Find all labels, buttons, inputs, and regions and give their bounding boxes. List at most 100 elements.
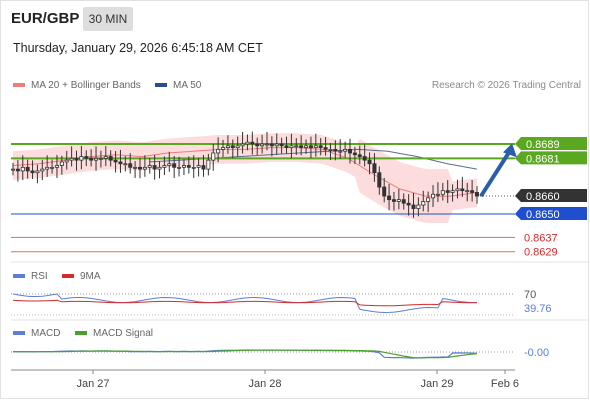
candle-body — [357, 154, 362, 157]
candle-body — [113, 159, 118, 163]
timeframe-badge[interactable]: 30 MIN — [83, 7, 133, 31]
ma20-line — [12, 147, 478, 197]
candle-body — [294, 145, 299, 148]
legend-ma50-label: MA 50 — [173, 80, 202, 91]
candle-body — [304, 145, 309, 148]
candle-body — [45, 166, 50, 170]
pivot-label: 0.8650 — [526, 209, 560, 221]
support-label: 0.8629 — [524, 247, 558, 259]
candle-body — [284, 145, 289, 148]
candle-body — [406, 202, 411, 206]
candle-body — [460, 188, 465, 192]
candle-body — [299, 145, 304, 148]
candle-body — [128, 163, 133, 168]
candle-body — [445, 190, 450, 193]
candle-body — [103, 156, 108, 159]
forecast-arrow-head — [503, 143, 517, 158]
candle-body — [396, 199, 401, 202]
pivot-tag — [515, 207, 587, 220]
candle-body — [181, 165, 186, 168]
legend-ma50-swatch — [155, 83, 167, 88]
candle-body — [465, 190, 470, 193]
candle-body — [79, 156, 84, 161]
candle-body — [147, 165, 152, 168]
candle-body — [352, 152, 357, 156]
candle-body — [186, 165, 191, 168]
candle-body — [69, 157, 74, 161]
legend-macd-signal-swatch — [75, 331, 87, 336]
candle-body — [367, 159, 372, 165]
candle-body — [250, 141, 255, 145]
bollinger-band — [13, 133, 477, 223]
candle-body — [20, 166, 25, 172]
candle-body — [455, 188, 460, 192]
candle-body — [431, 193, 436, 199]
candle-body — [211, 152, 216, 161]
candle-body — [382, 186, 387, 197]
candle-body — [391, 199, 396, 202]
legend-rsi-ma-label: 9MA — [80, 271, 101, 282]
candle-body — [333, 148, 338, 152]
candle-body — [308, 145, 313, 148]
candle-body — [172, 163, 177, 168]
candle-body — [54, 165, 59, 168]
candle-body — [74, 157, 79, 161]
macd-signal-line — [13, 349, 478, 359]
candle-body — [177, 166, 182, 169]
candle-body — [108, 156, 113, 161]
candle-body — [167, 163, 172, 166]
candle-body — [157, 166, 162, 170]
legend-macd-signal: MACD Signal — [75, 328, 153, 339]
legend-rsi-label: RSI — [31, 271, 48, 282]
candle-body — [411, 204, 416, 210]
legend-ma20-label: MA 20 + Bollinger Bands — [31, 80, 141, 91]
candle-body — [240, 143, 245, 147]
resistance-tag — [515, 151, 587, 165]
candle-body — [221, 147, 226, 150]
x-tick-label: Jan 28 — [248, 378, 281, 390]
candle-body — [201, 165, 206, 170]
candle-body — [40, 168, 45, 172]
last-price-tag — [515, 189, 587, 203]
candle-body — [440, 190, 445, 195]
forecast-arrow-shaft — [479, 151, 511, 198]
datetime-label: Thursday, January 29, 2026 6:45:18 AM CE… — [13, 41, 263, 55]
candle-body — [50, 166, 55, 169]
candle-body — [435, 193, 440, 196]
candle-body — [35, 170, 40, 174]
candle-body — [10, 168, 15, 171]
candle-body — [59, 161, 64, 166]
candle-body — [142, 166, 147, 170]
candle-body — [235, 145, 240, 148]
candle-body — [230, 145, 235, 148]
candle-body — [133, 166, 138, 169]
candle-body — [387, 195, 392, 201]
candle-body — [162, 165, 167, 168]
candle-body — [225, 145, 230, 148]
candle-body — [64, 159, 69, 163]
candle-body — [98, 157, 103, 160]
candle-body — [343, 148, 348, 152]
candle-body — [401, 199, 406, 204]
candle-body — [216, 148, 221, 154]
candle-body — [191, 166, 196, 169]
candle-body — [313, 145, 318, 148]
resistance-tag — [515, 137, 587, 150]
candle-body — [426, 197, 431, 202]
candle-body — [421, 201, 426, 206]
candle-body — [123, 163, 128, 166]
legend-rsi-swatch — [13, 274, 25, 279]
candle-body — [323, 147, 328, 150]
candle-body — [289, 145, 294, 148]
legend-ma20-swatch — [13, 83, 25, 88]
candle-body — [318, 145, 323, 148]
candle-body — [196, 165, 201, 168]
candle-body — [264, 143, 269, 146]
legend-rsi-ma-swatch — [62, 274, 74, 279]
candle-body — [328, 148, 333, 151]
candle-body — [118, 161, 123, 165]
legend-rsi: RSI — [13, 271, 48, 282]
legend-ma50: MA 50 — [155, 80, 201, 91]
